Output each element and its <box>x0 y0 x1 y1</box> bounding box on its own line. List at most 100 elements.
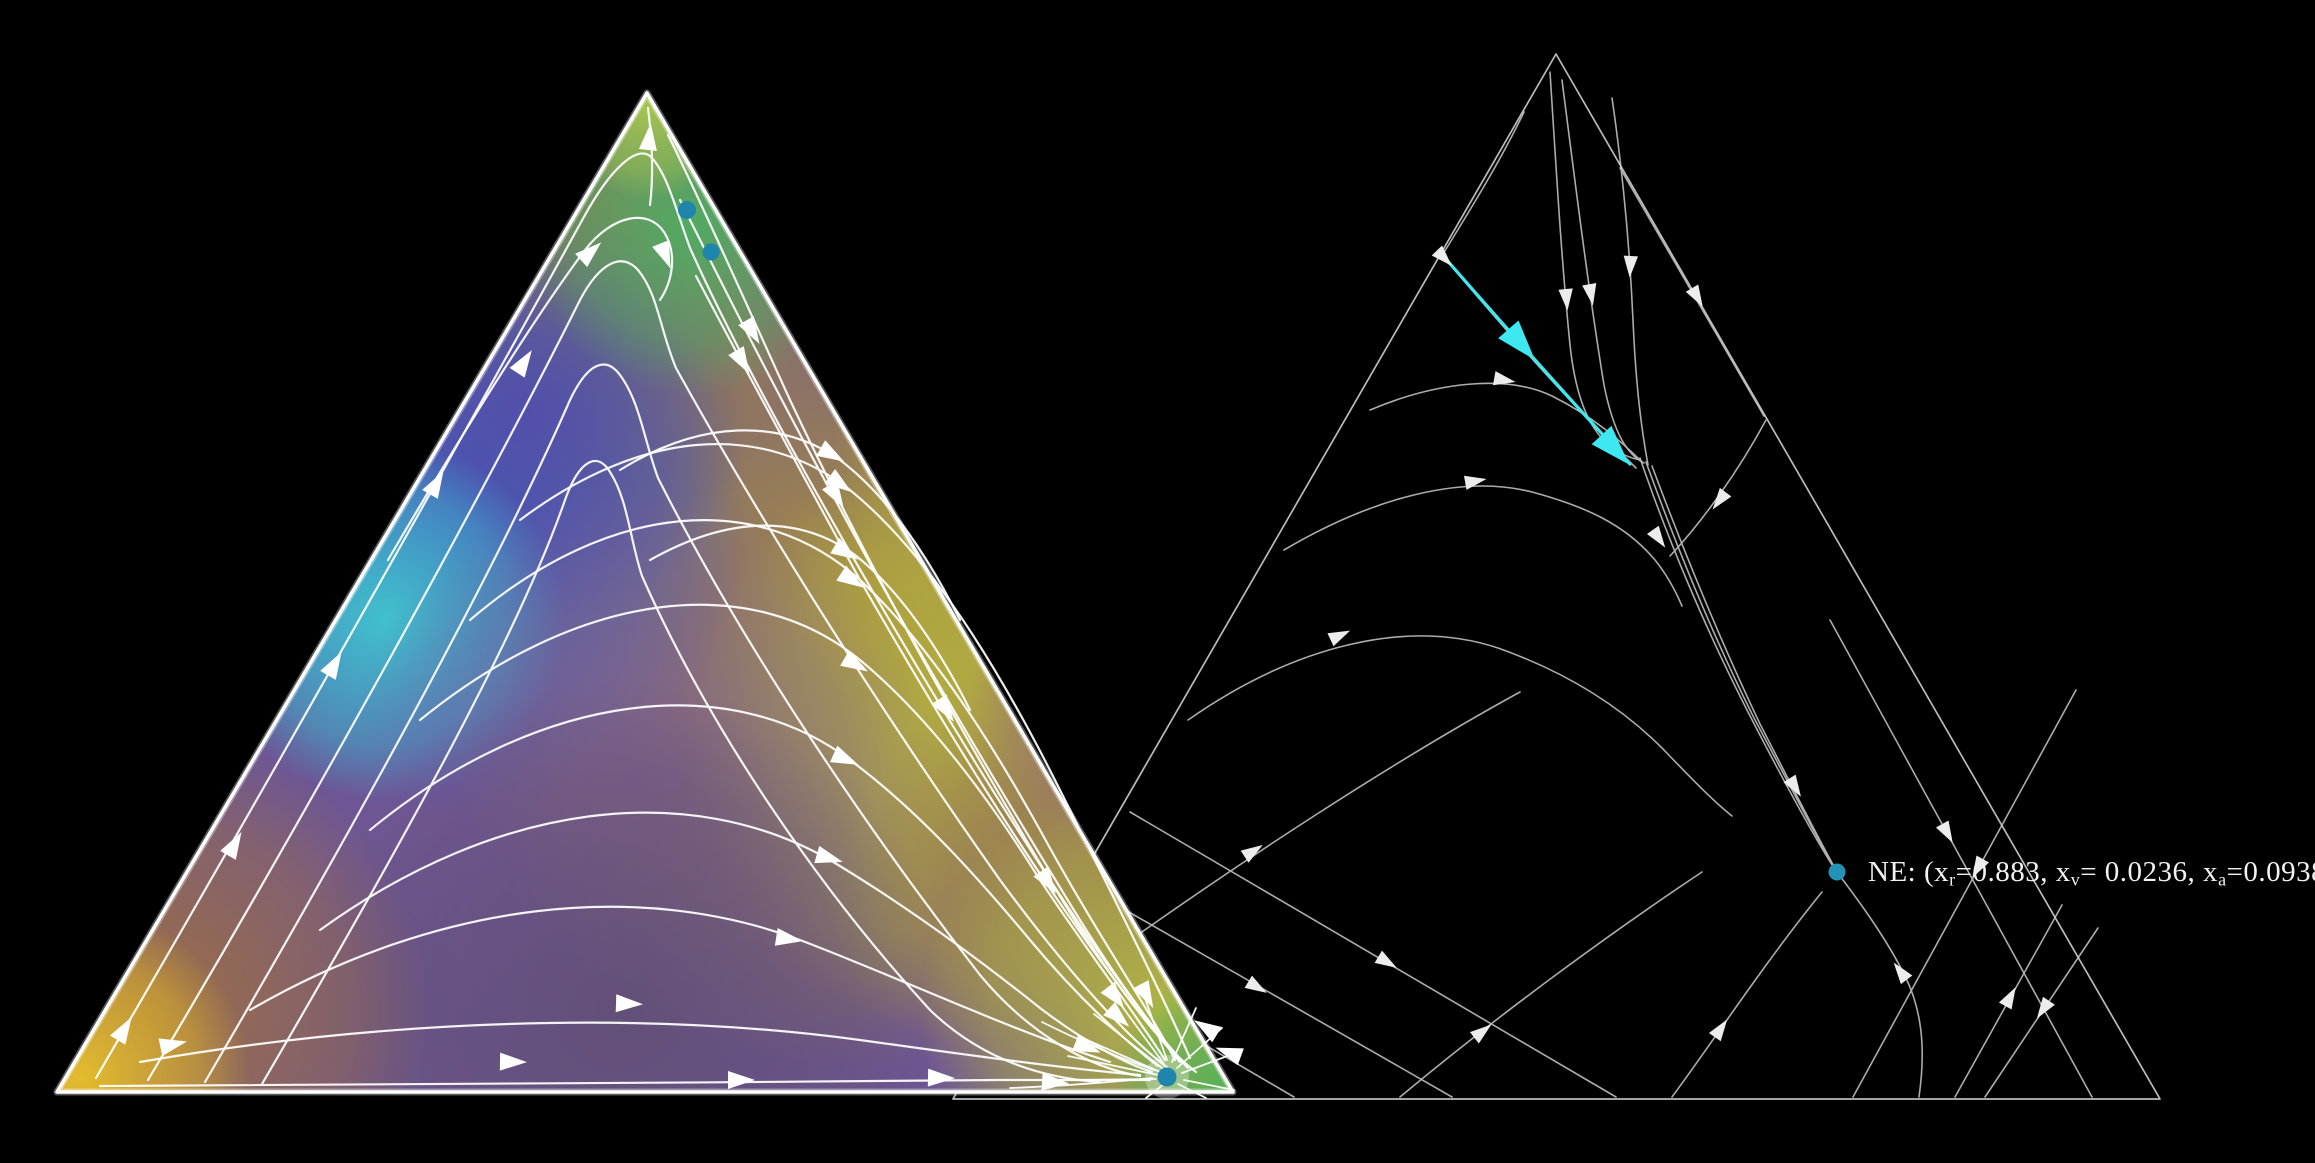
fixed-point-dot <box>1157 1067 1177 1087</box>
ne-label-part: NE: (x <box>1868 856 1950 888</box>
fixed-point-dot <box>1828 863 1846 881</box>
flow-arrow <box>1463 475 1487 490</box>
flow-arrow <box>836 565 864 588</box>
flow-arrow <box>1072 1034 1101 1053</box>
flow-arrow <box>652 240 671 269</box>
flow-arrow <box>840 650 869 672</box>
streamline <box>1399 871 1703 1098</box>
simplex-edge <box>55 91 1235 1094</box>
flow-arrow <box>1498 320 1535 360</box>
streamline <box>1187 635 1733 817</box>
convergence-ray <box>1077 1035 1161 1073</box>
flow-arrow <box>1591 425 1630 465</box>
flow-arrow <box>2036 996 2055 1019</box>
convergence-ray <box>1067 1055 1159 1076</box>
convergence-ray <box>1171 1007 1197 1063</box>
streamline <box>1671 891 1823 1098</box>
flow-arrow <box>1327 630 1351 647</box>
left-ternary-streamplot <box>53 89 1244 1099</box>
flow-arrow <box>638 123 657 151</box>
flow-arrow <box>1646 525 1666 548</box>
flow-arrow <box>509 350 532 378</box>
flow-arrow <box>728 1071 755 1089</box>
streamline <box>1611 97 1649 466</box>
flow-arrow <box>1893 962 1913 985</box>
flow-arrow <box>575 242 602 268</box>
flow-arrow <box>1033 866 1056 894</box>
fixed-point-dot <box>678 201 696 219</box>
streamline <box>1645 461 1836 870</box>
streamline <box>368 704 1160 1068</box>
flow-arrow <box>824 468 852 493</box>
convergence-ray <box>1009 1077 1153 1089</box>
streamline <box>260 460 1102 1086</box>
flow-arrow <box>1431 245 1452 267</box>
ne-equilibrium-label: NE: (xr=0.883, xv= 0.0236, xa=0.0938 ) <box>1868 856 2315 895</box>
flow-arrow <box>1623 255 1639 278</box>
ne-label-sub-r: r <box>1949 869 1956 890</box>
streamline <box>648 524 972 712</box>
flow-arrow <box>1374 950 1397 968</box>
flow-arrow <box>109 1016 132 1045</box>
highlighted-trajectory <box>1443 256 1632 466</box>
flow-arrow <box>774 927 803 946</box>
streamline <box>1369 382 1643 463</box>
flow-arrow <box>1469 1024 1492 1044</box>
flow-arrow <box>1998 987 2016 1010</box>
flow-arrow <box>220 831 242 860</box>
streamline <box>1852 689 2077 1098</box>
flow-arrow <box>158 1038 187 1056</box>
streamline <box>1829 619 2093 1098</box>
streamline <box>138 1021 1142 1077</box>
flow-arrow <box>320 651 342 680</box>
flow-arrow <box>816 440 845 462</box>
flow-arrow <box>1041 1072 1069 1091</box>
ne-label-sub-v: v <box>2070 869 2081 890</box>
flow-arrow <box>1712 487 1732 510</box>
streamline <box>1669 419 1767 557</box>
flow-arrow <box>1215 1047 1244 1066</box>
flow-arrow <box>1100 981 1125 1009</box>
gradient-blob <box>553 93 743 200</box>
flow-arrow <box>1194 1020 1222 1043</box>
gradient-blob <box>57 908 250 1092</box>
flow-arrow <box>1685 284 1703 307</box>
flow-arrow <box>728 346 750 375</box>
flow-arrow <box>830 537 859 560</box>
flow-arrow <box>1582 282 1597 306</box>
flow-arrow <box>422 470 444 499</box>
flow-arrow <box>1783 774 1801 797</box>
ne-label-sub-a: a <box>2218 869 2227 890</box>
streamline <box>94 152 1185 1080</box>
flow-arrow <box>1558 288 1573 311</box>
fixed-point-dot <box>702 243 720 261</box>
flow-arrow <box>1935 820 1953 843</box>
streamline <box>1283 485 1683 607</box>
streamline <box>646 106 654 207</box>
flow-arrow <box>1103 1001 1130 1027</box>
convergence-ray <box>1183 1079 1235 1091</box>
flow-arrow <box>814 845 843 864</box>
streamline <box>318 811 1154 1074</box>
flow-arrow <box>499 1052 527 1071</box>
streamline <box>1639 457 1835 869</box>
streamline <box>146 260 1170 1082</box>
streamline <box>1442 111 1525 255</box>
simplex-edge <box>952 53 2161 1100</box>
streamline <box>468 519 1177 1062</box>
flow-arrow <box>1240 844 1263 863</box>
ne-label-part: = 0.0236, x <box>2080 856 2219 888</box>
ne-label-part: =0.0938 ) <box>2226 856 2315 888</box>
streamline <box>694 274 1182 1064</box>
flow-arrow <box>1132 980 1154 1009</box>
streamline <box>1561 79 1645 464</box>
flow-arrow <box>1708 1019 1728 1042</box>
flow-arrow <box>738 316 760 345</box>
ne-label-part: =0.883, x <box>1955 856 2071 888</box>
convergence-ray <box>1093 1013 1163 1069</box>
convergence-ray <box>1041 1021 1155 1071</box>
flow-arrow <box>830 745 859 765</box>
streamline <box>248 905 1112 1064</box>
